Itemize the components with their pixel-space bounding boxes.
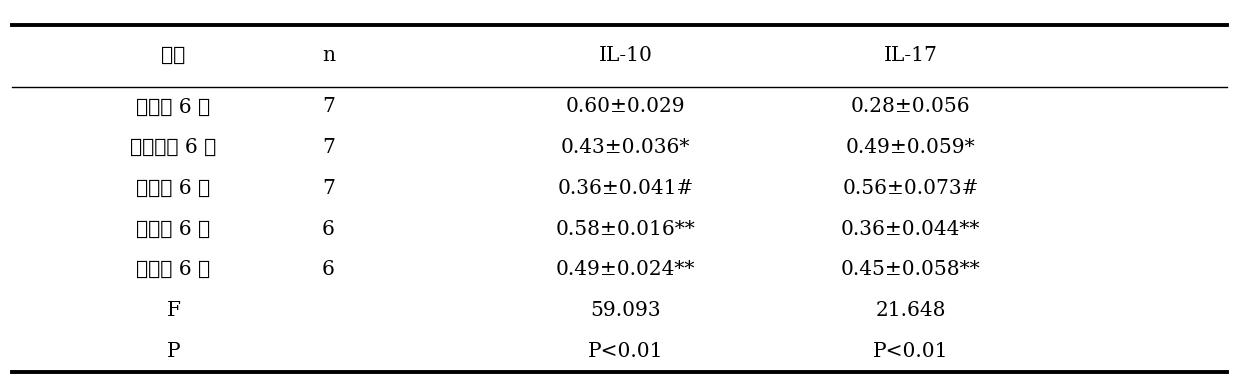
- Text: 0.36±0.041#: 0.36±0.041#: [558, 179, 694, 198]
- Text: P: P: [167, 341, 180, 361]
- Text: 假手术组 6 周: 假手术组 6 周: [130, 138, 217, 157]
- Text: 0.28±0.056: 0.28±0.056: [851, 97, 970, 117]
- Text: 组别: 组别: [161, 46, 186, 65]
- Text: 6: 6: [322, 219, 335, 239]
- Text: P<0.01: P<0.01: [589, 341, 663, 361]
- Text: n: n: [322, 46, 335, 65]
- Text: F: F: [166, 301, 181, 320]
- Text: 0.49±0.059*: 0.49±0.059*: [846, 138, 975, 157]
- Text: IL-17: IL-17: [883, 46, 938, 65]
- Text: 0.56±0.073#: 0.56±0.073#: [843, 179, 979, 198]
- Text: 0.43±0.036*: 0.43±0.036*: [561, 138, 690, 157]
- Text: 0.58±0.016**: 0.58±0.016**: [556, 219, 695, 239]
- Text: 中药组 6 周: 中药组 6 周: [136, 260, 211, 279]
- Text: 西药组 6 周: 西药组 6 周: [136, 219, 211, 239]
- Text: IL-10: IL-10: [598, 46, 653, 65]
- Text: 7: 7: [322, 97, 335, 117]
- Text: 0.60±0.029: 0.60±0.029: [566, 97, 685, 117]
- Text: 7: 7: [322, 179, 335, 198]
- Text: 21.648: 21.648: [876, 301, 945, 320]
- Text: 6: 6: [322, 260, 335, 279]
- Text: 7: 7: [322, 138, 335, 157]
- Text: 正常组 6 周: 正常组 6 周: [136, 97, 211, 117]
- Text: 59.093: 59.093: [590, 301, 662, 320]
- Text: P<0.01: P<0.01: [873, 341, 948, 361]
- Text: 0.36±0.044**: 0.36±0.044**: [841, 219, 980, 239]
- Text: 模型组 6 周: 模型组 6 周: [136, 179, 211, 198]
- Text: 0.49±0.024**: 0.49±0.024**: [556, 260, 695, 279]
- Text: 0.45±0.058**: 0.45±0.058**: [841, 260, 980, 279]
